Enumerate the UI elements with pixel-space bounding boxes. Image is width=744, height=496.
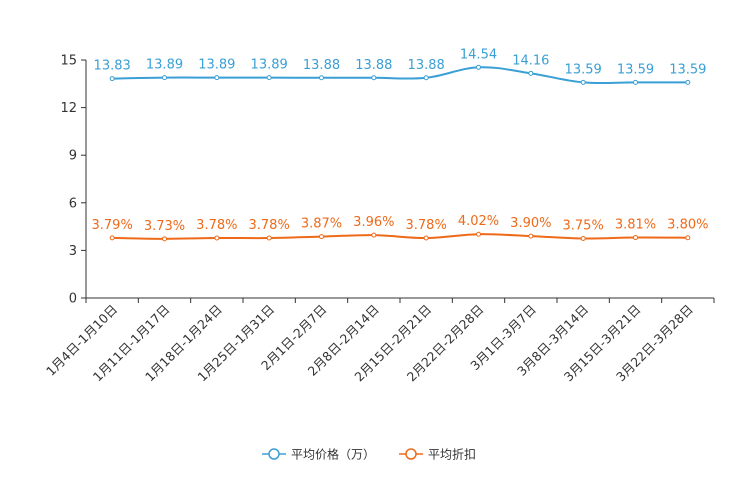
data-label: 3.73%: [144, 219, 185, 234]
series-line: [112, 233, 688, 240]
data-point: [162, 75, 167, 81]
data-label: 13.89: [198, 58, 235, 73]
data-point: [685, 79, 691, 85]
data-point: [319, 234, 324, 240]
series-2: 3.79% 3.73% 3.78% 3.78% 3.87% 3.96% 3.78% 4.02%…: [92, 214, 708, 242]
legend-marker-icon: [268, 448, 280, 460]
data-point: [214, 235, 220, 241]
data-point: [423, 75, 429, 81]
data-label: 3.80%: [667, 218, 708, 233]
data-label: 13.88: [355, 58, 392, 73]
data-point: [214, 75, 220, 81]
data-label: 13.89: [146, 58, 183, 73]
data-label: 3.96%: [353, 215, 394, 230]
data-label: 3.90%: [510, 216, 551, 231]
data-point: [685, 235, 691, 241]
data-point: [528, 70, 534, 76]
data-point: [109, 76, 115, 82]
data-point: [371, 75, 377, 81]
y-tick-label: 3: [69, 244, 77, 259]
data-label: 14.16: [512, 53, 549, 68]
y-tick-label: 12: [60, 101, 77, 116]
data-label: 3.78%: [249, 218, 290, 233]
data-point: [266, 235, 272, 241]
data-label: 13.59: [565, 62, 602, 77]
y-tick-label: 9: [69, 149, 77, 164]
data-label: 14.54: [460, 47, 497, 62]
legend-label: 平均折扣: [428, 447, 476, 462]
data-label: 3.87%: [301, 217, 342, 232]
data-point: [423, 235, 429, 241]
legend-item-2[interactable]: 平均折扣: [399, 447, 476, 462]
data-point: [162, 236, 167, 242]
data-point: [109, 235, 115, 241]
y-tick-label: 15: [60, 54, 77, 69]
data-label: 13.59: [669, 62, 706, 77]
data-label: 13.88: [408, 58, 445, 73]
data-label: 3.78%: [196, 218, 237, 233]
series-1: 13.83 13.89 13.89 13.89 13.88 13.88 13.88 14.54…: [94, 47, 706, 85]
data-point: [580, 79, 586, 85]
data-point: [266, 75, 272, 81]
data-label: 13.83: [94, 59, 131, 74]
data-label: 13.59: [617, 62, 654, 77]
data-label: 3.79%: [92, 218, 133, 233]
legend[interactable]: 平均价格（万） 平均折扣: [262, 447, 476, 462]
data-label: 13.89: [251, 58, 288, 73]
legend-marker-icon: [405, 448, 417, 460]
data-label: 3.81%: [615, 218, 656, 233]
data-point: [476, 64, 481, 70]
y-tick-label: 0: [69, 292, 77, 307]
data-point: [319, 75, 324, 81]
series-layer: 13.83 13.89 13.89 13.89 13.88 13.88 13.88 14.54…: [92, 47, 708, 242]
data-point: [580, 236, 586, 241]
series-line: [112, 66, 688, 85]
data-label: 3.75%: [563, 219, 604, 234]
legend-label: 平均价格（万）: [291, 447, 375, 462]
y-tick-label: 6: [69, 196, 77, 211]
data-point: [633, 235, 638, 241]
data-point: [371, 232, 377, 238]
data-label: 4.02%: [458, 214, 499, 229]
data-point: [476, 231, 481, 237]
data-label: 13.88: [303, 58, 340, 73]
legend-item-1[interactable]: 平均价格（万）: [262, 447, 375, 462]
data-point: [528, 233, 534, 239]
data-label: 3.78%: [406, 218, 447, 233]
data-point: [633, 79, 638, 85]
